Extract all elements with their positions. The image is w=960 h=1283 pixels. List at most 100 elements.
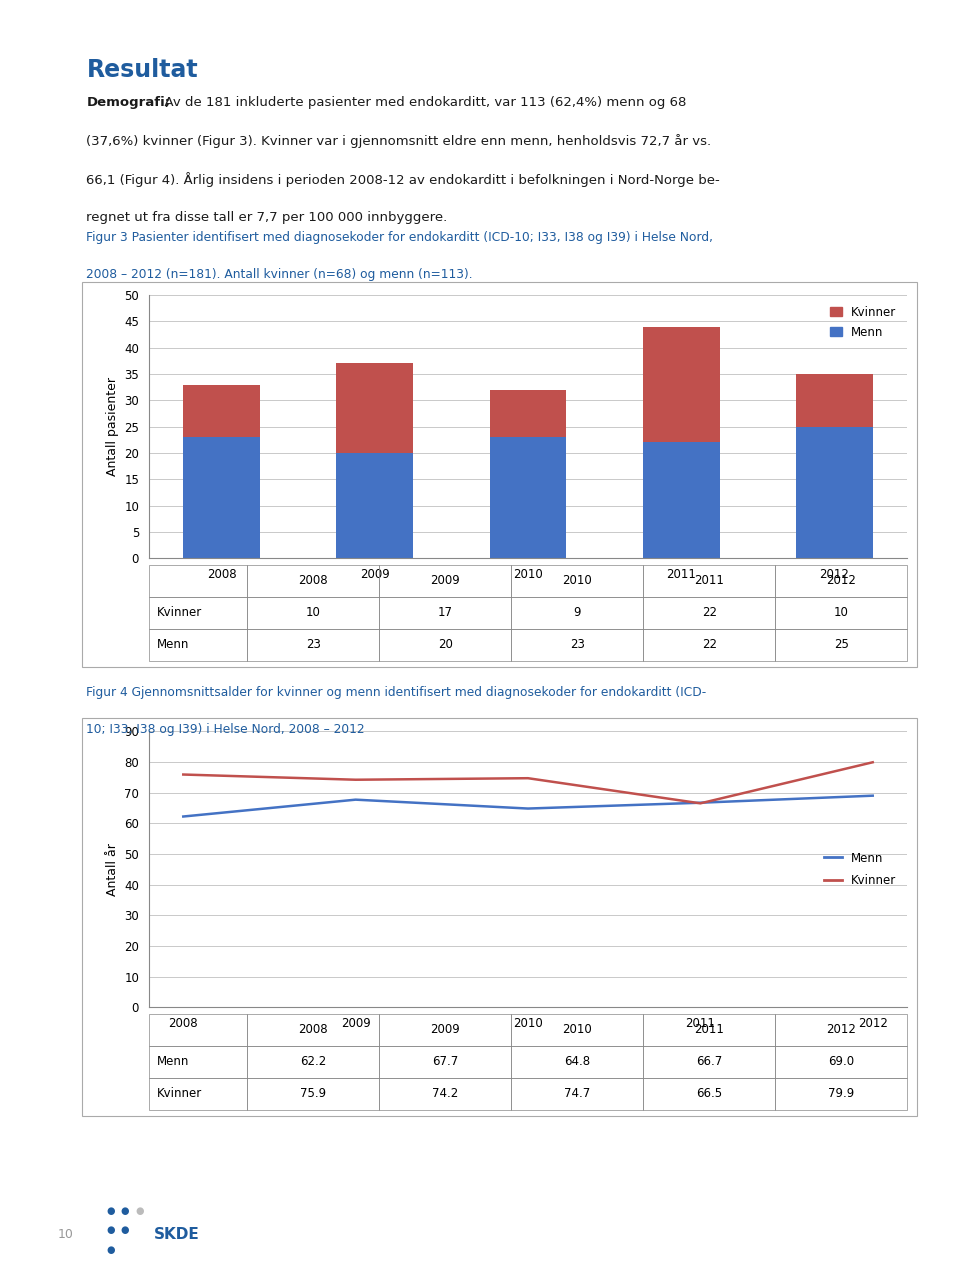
Text: 2009: 2009 bbox=[430, 574, 460, 588]
Text: Kvinner: Kvinner bbox=[156, 1087, 202, 1101]
Bar bbox=[796, 375, 873, 426]
Bar bbox=[490, 390, 566, 438]
Text: Menn: Menn bbox=[156, 1055, 189, 1069]
Bar bbox=[776, 565, 907, 597]
Text: ●: ● bbox=[121, 1206, 129, 1216]
Bar bbox=[512, 1046, 643, 1078]
Bar bbox=[512, 629, 643, 661]
Bar bbox=[776, 1014, 907, 1046]
Text: 2010: 2010 bbox=[563, 1023, 592, 1037]
Bar bbox=[248, 1078, 379, 1110]
Text: 62.2: 62.2 bbox=[300, 1055, 326, 1069]
Text: 2008: 2008 bbox=[299, 574, 328, 588]
Bar bbox=[643, 629, 776, 661]
Text: 23: 23 bbox=[570, 638, 585, 652]
Bar bbox=[643, 597, 776, 629]
Text: 2011: 2011 bbox=[694, 574, 724, 588]
Bar bbox=[379, 629, 512, 661]
Bar bbox=[776, 1078, 907, 1110]
Text: Resultat: Resultat bbox=[86, 58, 198, 82]
Text: 2012: 2012 bbox=[827, 1023, 856, 1037]
Bar bbox=[248, 1046, 379, 1078]
Text: Demografi;: Demografi; bbox=[86, 96, 171, 109]
Bar bbox=[776, 597, 907, 629]
Bar bbox=[512, 597, 643, 629]
Text: 64.8: 64.8 bbox=[564, 1055, 590, 1069]
Text: 20: 20 bbox=[438, 638, 453, 652]
Text: 17: 17 bbox=[438, 606, 453, 620]
Bar bbox=[248, 1014, 379, 1046]
Text: 9: 9 bbox=[573, 606, 581, 620]
Y-axis label: Antall år: Antall år bbox=[106, 843, 119, 896]
Text: 10: 10 bbox=[306, 606, 321, 620]
Bar bbox=[248, 597, 379, 629]
Bar bbox=[643, 1014, 776, 1046]
Bar bbox=[379, 1046, 512, 1078]
Text: 2012: 2012 bbox=[827, 574, 856, 588]
Bar bbox=[149, 1078, 248, 1110]
Text: ●: ● bbox=[121, 1225, 129, 1236]
Text: 75.9: 75.9 bbox=[300, 1087, 326, 1101]
Bar bbox=[379, 1078, 512, 1110]
Bar bbox=[512, 1078, 643, 1110]
Text: 69.0: 69.0 bbox=[828, 1055, 854, 1069]
Text: 23: 23 bbox=[306, 638, 321, 652]
Text: (37,6%) kvinner (Figur 3). Kvinner var i gjennomsnitt eldre enn menn, henholdsvi: (37,6%) kvinner (Figur 3). Kvinner var i… bbox=[86, 135, 711, 149]
Text: 10: 10 bbox=[58, 1228, 74, 1241]
Text: ●: ● bbox=[107, 1206, 114, 1216]
Legend: Menn, Kvinner: Menn, Kvinner bbox=[820, 847, 901, 892]
Bar bbox=[512, 565, 643, 597]
Text: Figur 4 Gjennomsnittsalder for kvinner og menn identifisert med diagnosekoder fo: Figur 4 Gjennomsnittsalder for kvinner o… bbox=[86, 686, 707, 699]
Bar bbox=[643, 443, 719, 558]
Text: SKDE: SKDE bbox=[154, 1227, 200, 1242]
Legend: Kvinner, Menn: Kvinner, Menn bbox=[826, 302, 901, 344]
Bar bbox=[149, 1046, 248, 1078]
Bar bbox=[643, 327, 719, 443]
Y-axis label: Antall pasienter: Antall pasienter bbox=[106, 377, 119, 476]
Bar bbox=[490, 438, 566, 558]
Text: 2008 – 2012 (n=181). Antall kvinner (n=68) og menn (n=113).: 2008 – 2012 (n=181). Antall kvinner (n=6… bbox=[86, 268, 473, 281]
Text: 25: 25 bbox=[834, 638, 849, 652]
Text: ●: ● bbox=[107, 1245, 114, 1255]
Text: Kvinner: Kvinner bbox=[156, 606, 202, 620]
Text: 2011: 2011 bbox=[694, 1023, 724, 1037]
Bar bbox=[776, 629, 907, 661]
Text: 2008: 2008 bbox=[299, 1023, 328, 1037]
Bar bbox=[149, 597, 248, 629]
Bar bbox=[248, 565, 379, 597]
Text: 66.7: 66.7 bbox=[696, 1055, 722, 1069]
Text: regnet ut fra disse tall er 7,7 per 100 000 innbyggere.: regnet ut fra disse tall er 7,7 per 100 … bbox=[86, 210, 447, 223]
Bar bbox=[183, 438, 260, 558]
Bar bbox=[643, 1046, 776, 1078]
Text: ●: ● bbox=[107, 1225, 114, 1236]
Bar bbox=[149, 1014, 248, 1046]
Bar bbox=[796, 426, 873, 558]
Text: 74.2: 74.2 bbox=[432, 1087, 459, 1101]
Bar bbox=[149, 565, 248, 597]
Bar bbox=[379, 1014, 512, 1046]
Text: 10: 10 bbox=[834, 606, 849, 620]
Text: Av de 181 inkluderte pasienter med endokarditt, var 113 (62,4%) menn og 68: Av de 181 inkluderte pasienter med endok… bbox=[156, 96, 685, 109]
Bar bbox=[337, 453, 413, 558]
Text: 22: 22 bbox=[702, 638, 717, 652]
Bar bbox=[512, 1014, 643, 1046]
Bar bbox=[149, 629, 248, 661]
Text: 74.7: 74.7 bbox=[564, 1087, 590, 1101]
Text: Menn: Menn bbox=[156, 638, 189, 652]
Bar bbox=[643, 1078, 776, 1110]
Text: 66,1 (Figur 4). Årlig insidens i perioden 2008-12 av endokarditt i befolkningen : 66,1 (Figur 4). Årlig insidens i periode… bbox=[86, 172, 720, 187]
Bar bbox=[379, 565, 512, 597]
Text: Figur 3 Pasienter identifisert med diagnosekoder for endokarditt (ICD-10; I33, I: Figur 3 Pasienter identifisert med diagn… bbox=[86, 231, 713, 244]
Bar bbox=[643, 565, 776, 597]
Text: 10; I33, I38 og I39) i Helse Nord, 2008 – 2012: 10; I33, I38 og I39) i Helse Nord, 2008 … bbox=[86, 724, 365, 736]
Text: 66.5: 66.5 bbox=[696, 1087, 722, 1101]
Bar bbox=[337, 363, 413, 453]
Text: ●: ● bbox=[135, 1206, 143, 1216]
Text: 2010: 2010 bbox=[563, 574, 592, 588]
Bar bbox=[776, 1046, 907, 1078]
Text: 79.9: 79.9 bbox=[828, 1087, 854, 1101]
Bar bbox=[248, 629, 379, 661]
Text: 22: 22 bbox=[702, 606, 717, 620]
Text: 2009: 2009 bbox=[430, 1023, 460, 1037]
Bar bbox=[183, 385, 260, 438]
